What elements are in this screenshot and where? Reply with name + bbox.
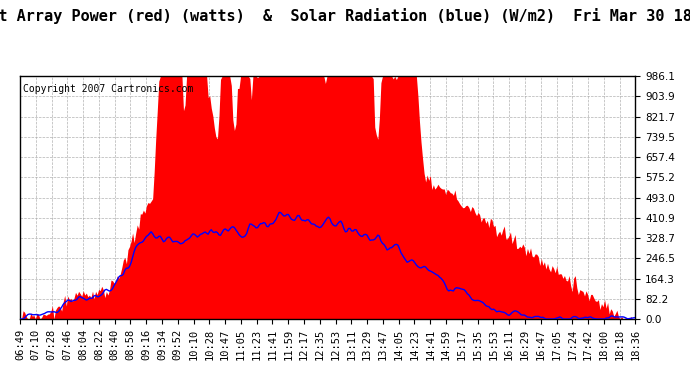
Text: West Array Power (red) (watts)  &  Solar Radiation (blue) (W/m2)  Fri Mar 30 18:: West Array Power (red) (watts) & Solar R…: [0, 8, 690, 24]
Text: Copyright 2007 Cartronics.com: Copyright 2007 Cartronics.com: [23, 84, 193, 93]
